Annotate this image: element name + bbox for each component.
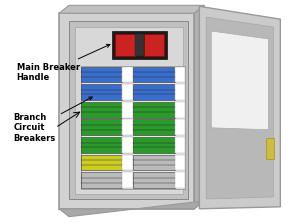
Polygon shape (59, 201, 204, 217)
Bar (122, 102, 133, 118)
Bar (122, 155, 133, 170)
Bar (122, 155, 133, 170)
Bar (135, 34, 144, 56)
Bar (122, 172, 133, 188)
Bar (81, 84, 122, 100)
Bar (122, 84, 133, 100)
Bar (175, 155, 184, 170)
Polygon shape (194, 5, 204, 209)
Bar (112, 31, 167, 59)
Bar (133, 67, 175, 82)
Bar (133, 172, 175, 188)
Bar (175, 137, 184, 153)
Polygon shape (206, 17, 273, 199)
Polygon shape (59, 5, 204, 13)
Bar (116, 34, 135, 56)
Bar (122, 119, 133, 135)
Bar (122, 172, 133, 188)
Bar (122, 119, 133, 135)
Bar (81, 102, 122, 118)
Bar (175, 102, 184, 118)
Bar (122, 137, 133, 153)
Bar (133, 102, 175, 118)
Bar (133, 137, 175, 153)
Polygon shape (75, 27, 183, 194)
Bar (81, 67, 122, 82)
Bar (175, 119, 184, 135)
Polygon shape (200, 6, 280, 209)
Bar (122, 137, 133, 153)
Bar (81, 137, 122, 153)
Bar (133, 119, 175, 135)
Bar (175, 84, 184, 100)
Polygon shape (59, 13, 194, 209)
Polygon shape (69, 21, 188, 199)
Bar (81, 119, 122, 135)
Bar (122, 67, 133, 82)
Bar (122, 84, 133, 100)
Bar (266, 138, 274, 159)
Bar (81, 155, 122, 170)
Bar (81, 172, 122, 188)
Bar (175, 172, 184, 188)
Bar (81, 66, 184, 189)
Polygon shape (211, 31, 268, 130)
Bar (175, 67, 184, 82)
Text: Main Breaker
Handle: Main Breaker Handle (17, 44, 110, 82)
Bar (133, 155, 175, 170)
Bar (122, 67, 133, 82)
Text: Branch
Circuit
Breakers: Branch Circuit Breakers (14, 97, 92, 143)
Bar (133, 84, 175, 100)
Bar (122, 102, 133, 118)
Bar (144, 34, 164, 56)
